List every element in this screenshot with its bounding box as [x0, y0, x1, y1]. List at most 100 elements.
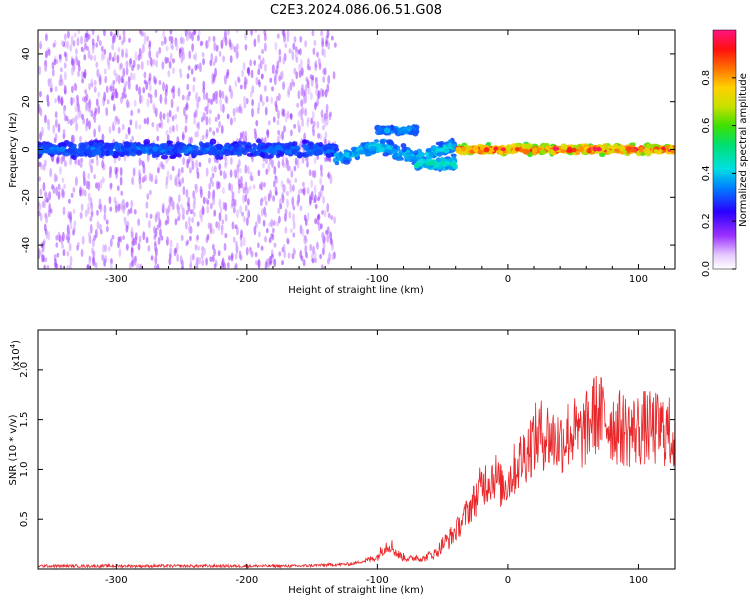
spectrogram-cell [131, 176, 135, 186]
spectrogram-cell [524, 143, 532, 150]
spectrogram-cell [198, 256, 202, 265]
spectrogram-cell [68, 198, 71, 204]
spectrogram-cell [75, 122, 79, 132]
spectrogram-cell [84, 209, 88, 218]
spectrogram-cell [182, 185, 186, 196]
spectrogram-cell [90, 164, 93, 174]
spectrogram-cell [221, 90, 225, 99]
spectrogram-cell [224, 158, 228, 166]
spectrogram-cell [233, 198, 237, 208]
spectrogram-cell [261, 100, 265, 107]
spectrogram-cell [575, 150, 581, 156]
spectrogram-cell [313, 185, 317, 195]
spectrogram-cell [72, 65, 76, 70]
spectrogram-cell [311, 30, 315, 37]
spectrogram-cell [326, 30, 330, 39]
spectrogram-cell [205, 167, 209, 177]
spectrogram-cell [282, 57, 286, 65]
spectrogram-cell [109, 182, 113, 188]
spectrogram-cell [160, 235, 164, 241]
spectrogram-cell [143, 79, 147, 85]
spectrogram-cell [175, 242, 179, 251]
spectrogram-cell [244, 164, 248, 174]
spectrogram-cell [331, 252, 335, 261]
spectrogram-cell [170, 35, 174, 45]
spectrogram-cell [172, 85, 175, 93]
spectrogram-cell [248, 185, 252, 191]
spectrogram-cell [328, 252, 331, 262]
spectrogram-cell [96, 34, 100, 43]
spectrogram-cell [148, 172, 152, 182]
spectrogram-cell [316, 51, 319, 58]
spectrogram-cell [232, 236, 236, 243]
spectrogram-cell [59, 166, 62, 175]
spectrogram-cell [181, 214, 185, 220]
spectrogram-cell [177, 87, 181, 97]
spectrogram-x-label: Height of straight line (km) [288, 285, 424, 296]
spectrogram-cell [297, 110, 301, 118]
spectrogram-cell [227, 30, 230, 36]
snr-multiplier-close: ) [11, 340, 22, 344]
spectrogram-cell [104, 255, 108, 264]
spectrogram-cell [318, 191, 321, 200]
spectrogram-cell [286, 191, 289, 197]
spectrogram-cell [217, 250, 221, 257]
spectrogram-cell [83, 71, 87, 80]
spectrogram-cell [38, 141, 42, 147]
spectrogram-cell [43, 264, 47, 269]
spectrogram-cell [322, 125, 325, 131]
spectrogram-cell [218, 163, 222, 171]
spectrogram-cell [115, 115, 119, 122]
spectrogram-cell [245, 246, 249, 256]
spectrogram-cell [131, 64, 134, 72]
spectrogram-cell [473, 146, 479, 153]
spectrogram-cell [276, 220, 279, 227]
spectrogram-cell [66, 251, 70, 257]
spectrogram-cell [118, 248, 122, 258]
snr-x-tick-label: -200 [236, 575, 259, 586]
spectrogram-cell [197, 30, 201, 37]
spectrogram-cell [209, 202, 213, 210]
snr-frame [37, 329, 676, 570]
spectrogram-cell [142, 231, 146, 241]
spectrogram-cell [117, 74, 121, 85]
spectrogram-cell [151, 153, 157, 159]
spectrogram-cell [69, 44, 73, 52]
spectrogram-cell [258, 63, 261, 70]
spectrogram-cell [317, 57, 321, 64]
spectrogram-cell [162, 112, 166, 120]
spectrogram-cell [306, 212, 310, 221]
spectrogram-cell [230, 43, 234, 50]
spectrogram-cell [323, 119, 327, 128]
spectrogram-cell [125, 60, 129, 68]
spectrogram-cell [140, 60, 144, 71]
spectrogram-cell [57, 190, 61, 200]
spectrogram-cell [132, 167, 136, 177]
spectrogram-cell [256, 242, 260, 249]
spectrogram-cell [306, 187, 310, 195]
spectrogram-cell [58, 142, 65, 147]
spectrogram-cell [137, 108, 141, 114]
spectrogram-cell [103, 204, 107, 215]
spectrogram-cell [321, 231, 325, 239]
spectrogram-cell [158, 79, 162, 86]
spectrogram-cell [254, 30, 258, 34]
spectrogram-cell [218, 120, 221, 129]
spectrogram-cell [84, 95, 87, 104]
spectrogram-cell [231, 148, 239, 153]
spectrogram-cell [91, 45, 95, 55]
spectrogram-cell [282, 243, 286, 252]
spectrogram-cell [83, 177, 86, 187]
spectrogram-cell [314, 204, 318, 209]
spectrogram-cell [143, 32, 147, 38]
spectrogram-x-tick-label: 100 [629, 274, 648, 285]
spectrogram-feature [374, 124, 420, 137]
spectrogram-cell [316, 120, 320, 129]
spectrogram-cell [293, 36, 297, 43]
spectrogram-cell [232, 206, 236, 214]
spectrogram-cell [284, 208, 288, 216]
spectrogram-cell [192, 84, 196, 93]
spectrogram-cell [166, 134, 170, 143]
spectrogram-cell [80, 203, 84, 212]
spectrogram-cell [294, 46, 298, 53]
